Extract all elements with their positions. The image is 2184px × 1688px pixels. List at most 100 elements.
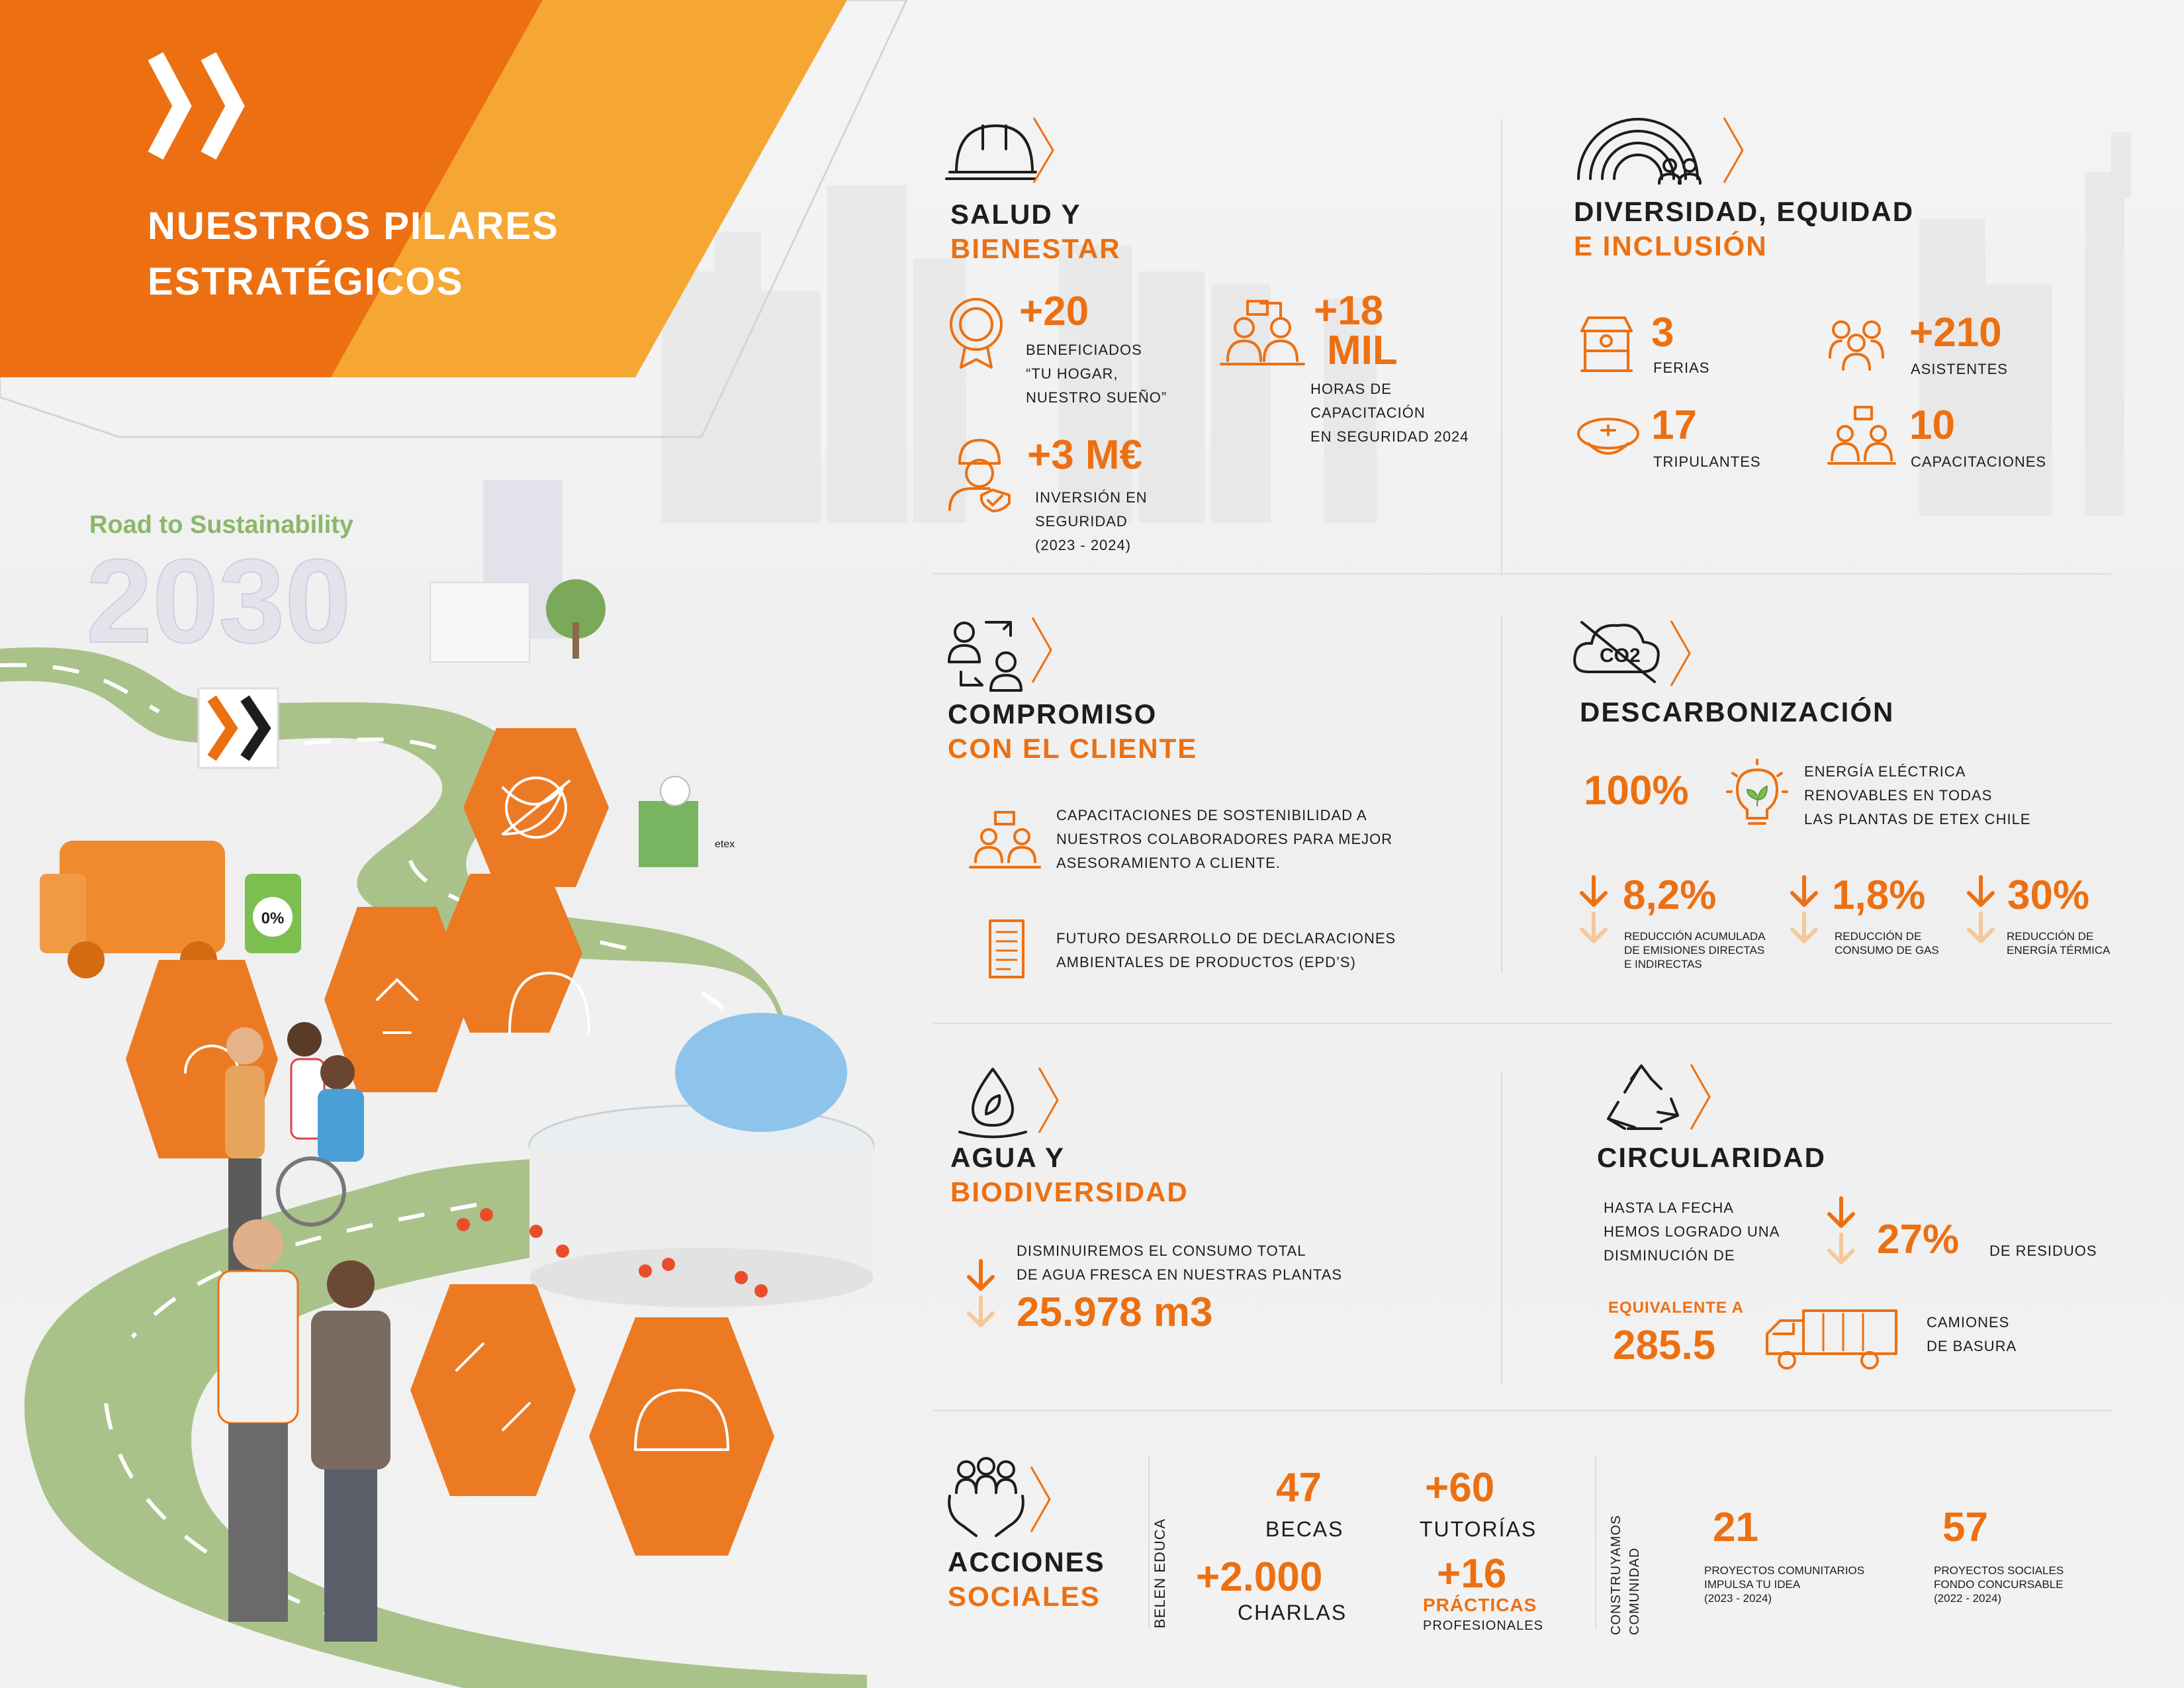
r2-label-l2: CONSUMO DE GAS: [1835, 944, 1939, 957]
page-title-line1: NUESTROS PILARES: [148, 205, 559, 248]
down-arrow-icon: [1967, 875, 1995, 943]
r1-label-l1: REDUCCIÓN ACUMULADA: [1624, 930, 1766, 943]
agua-value: 25.978 m3: [1017, 1289, 1213, 1335]
descarbonizacion-title: DESCARBONIZACIÓN: [1580, 696, 1895, 727]
diversidad-title-dark: DIVERSIDAD, EQUIDAD: [1574, 196, 1915, 227]
water-drop-leaf-icon: [958, 1067, 1059, 1139]
green-bulb-icon: [1726, 759, 1788, 825]
proj1-label-l1: PROYECTOS COMUNITARIOS: [1704, 1564, 1865, 1577]
salud-stat1-label-l1: BENEFICIADOS: [1026, 342, 1142, 358]
salud-stat2-label-l1: HORAS DE: [1310, 381, 1392, 397]
svg-text:2030: 2030: [86, 535, 351, 668]
equiv-value: 285.5: [1613, 1323, 1716, 1368]
helmet-icon: [945, 117, 1054, 183]
charlas-label: CHARLAS: [1238, 1601, 1347, 1624]
salud-title: SALUD Y BIENESTAR: [950, 197, 1121, 266]
practicas-label: PRÁCTICAS: [1423, 1595, 1537, 1615]
r1-label-l3: E INDIRECTAS: [1624, 958, 1702, 970]
salud-stat2-value: +18 MIL: [1314, 291, 1398, 371]
tutorias-value: +60: [1425, 1465, 1495, 1511]
acciones-title-orange: SOCIALES: [948, 1581, 1101, 1612]
divider-v3: [1501, 1072, 1502, 1383]
ferias-value: 3: [1651, 310, 1674, 355]
energy-text-l1: ENERGÍA ELÉCTRICA: [1804, 763, 1966, 780]
divider-h3: [933, 1410, 2111, 1411]
proj1-value: 21: [1713, 1505, 1758, 1550]
r1-label: REDUCCIÓN ACUMULADA DE EMISIONES DIRECTA…: [1624, 929, 1765, 971]
proj2-label-l3: (2022 - 2024): [1934, 1592, 2002, 1605]
road-illustration: 2030 0% etex: [0, 480, 875, 1688]
training-icon: [1220, 300, 1305, 365]
salud-stat1-label-l2: “TU HOGAR,: [1026, 365, 1118, 382]
agua-title-orange: BIODIVERSIDAD: [950, 1176, 1189, 1207]
r3-label: REDUCCIÓN DE ENERGÍA TÉRMICA: [2007, 929, 2111, 957]
pilot-cap-icon: [1577, 418, 1639, 455]
salud-stat1-label: BENEFICIADOS “TU HOGAR, NUESTRO SUEÑO”: [1026, 338, 1167, 410]
teaching-icon: [1827, 406, 1896, 465]
salud-title-dark: SALUD Y: [950, 199, 1081, 230]
page-title: NUESTROS PILARES ESTRATÉGICOS: [148, 199, 559, 310]
energy-text-l2: RENOVABLES EN TODAS: [1804, 787, 1993, 804]
circularidad-suffix: DE RESIDUOS: [1989, 1243, 2097, 1259]
diversidad-title-orange: E INCLUSIÓN: [1574, 230, 1768, 261]
tripulantes-label: TRIPULANTES: [1653, 453, 1761, 470]
capacitaciones-label: CAPACITACIONES: [1911, 453, 2047, 470]
salud-stat2-label-l2: CAPACITACIÓN: [1310, 404, 1426, 421]
booth-icon: [1580, 316, 1633, 372]
worker-shield-icon: [948, 439, 1011, 512]
divider-h1: [933, 573, 2111, 575]
cliente-item2-text: FUTURO DESARROLLO DE DECLARACIONES AMBIE…: [1056, 927, 1396, 974]
tripulantes-value: 17: [1651, 402, 1697, 448]
circularidad-title: CIRCULARIDAD: [1597, 1142, 1826, 1173]
diversidad-title: DIVERSIDAD, EQUIDAD E INCLUSIÓN: [1574, 195, 1914, 263]
cliente-item1-l3: ASESORAMIENTO A CLIENTE.: [1056, 855, 1281, 871]
r1-label-l2: DE EMISIONES DIRECTAS: [1624, 944, 1765, 957]
group-icon: [1829, 320, 1884, 371]
salud-stat2-label-l3: EN SEGURIDAD 2024: [1310, 428, 1469, 445]
trucks-label-l1: CAMIONES: [1927, 1314, 2010, 1331]
proj2-value: 57: [1942, 1505, 1988, 1550]
energy-value: 100%: [1584, 768, 1689, 814]
agua-title-dark: AGUA Y: [950, 1142, 1066, 1173]
circularidad-value: 27%: [1877, 1217, 1960, 1262]
salud-stat3-label-l2: SEGURIDAD: [1035, 513, 1128, 530]
asistentes-value: +210: [1909, 310, 2002, 355]
salud-stat3-label-l1: INVERSIÓN EN: [1035, 489, 1148, 506]
down-arrow-icon: [1580, 875, 1608, 943]
community-hands-icon: [948, 1457, 1051, 1537]
practicas-value: +16: [1437, 1551, 1507, 1597]
circularidad-text-l2: HEMOS LOGRADO UNA: [1604, 1223, 1780, 1240]
page-title-line2: ESTRATÉGICOS: [148, 260, 464, 303]
proj1-label-l2: IMPULSA TU IDEA: [1704, 1578, 1801, 1591]
construyamos-label-l2: COMUNIDAD: [1627, 1547, 1642, 1635]
r2-label: REDUCCIÓN DE CONSUMO DE GAS: [1835, 929, 1939, 957]
recycle-icon: [1607, 1064, 1711, 1130]
down-arrow-icon: [1827, 1196, 1855, 1264]
down-arrow-icon: [1790, 875, 1818, 943]
cliente-item2-l2: AMBIENTALES DE PRODUCTOS (EPD’S): [1056, 954, 1356, 970]
garbage-truck-icon: [1766, 1309, 1897, 1370]
document-scroll-icon: [989, 919, 1024, 978]
circularidad-text-l1: HASTA LA FECHA: [1604, 1199, 1734, 1216]
bin-label: 0%: [261, 910, 285, 927]
proj1-label-l3: (2023 - 2024): [1704, 1592, 1772, 1605]
salud-stat2-label: HORAS DE CAPACITACIÓN EN SEGURIDAD 2024: [1310, 377, 1469, 449]
r2-label-l1: REDUCCIÓN DE: [1835, 930, 1922, 943]
salud-stat1-value: +20: [1019, 289, 1089, 334]
construyamos-label: CONSTRUYAMOS COMUNIDAD: [1607, 1456, 1644, 1635]
header-banner: [0, 0, 908, 438]
r3-label-l2: ENERGÍA TÉRMICA: [2007, 944, 2111, 957]
cliente-item2-l1: FUTURO DESARROLLO DE DECLARACIONES: [1056, 930, 1396, 947]
proj2-label: PROYECTOS SOCIALES FONDO CONCURSABLE (20…: [1934, 1564, 2064, 1605]
circularidad-text: HASTA LA FECHA HEMOS LOGRADO UNA DISMINU…: [1604, 1196, 1780, 1268]
proj2-label-l1: PROYECTOS SOCIALES: [1934, 1564, 2064, 1577]
agua-text-l2: DE AGUA FRESCA EN NUESTRAS PLANTAS: [1017, 1266, 1343, 1283]
salud-stat1-label-l3: NUESTRO SUEÑO”: [1026, 389, 1167, 406]
acciones-title: ACCIONES SOCIALES: [948, 1545, 1105, 1614]
energy-text-l3: LAS PLANTAS DE ETEX CHILE: [1804, 811, 2031, 827]
agua-title: AGUA Y BIODIVERSIDAD: [950, 1141, 1189, 1209]
cliente-item1-text: CAPACITACIONES DE SOSTENIBILIDAD A NUEST…: [1056, 804, 1392, 875]
salud-stat3-value: +3 M€: [1027, 432, 1143, 478]
cliente-title: COMPROMISO CON EL CLIENTE: [948, 697, 1197, 766]
factory-label: etex: [715, 839, 735, 850]
